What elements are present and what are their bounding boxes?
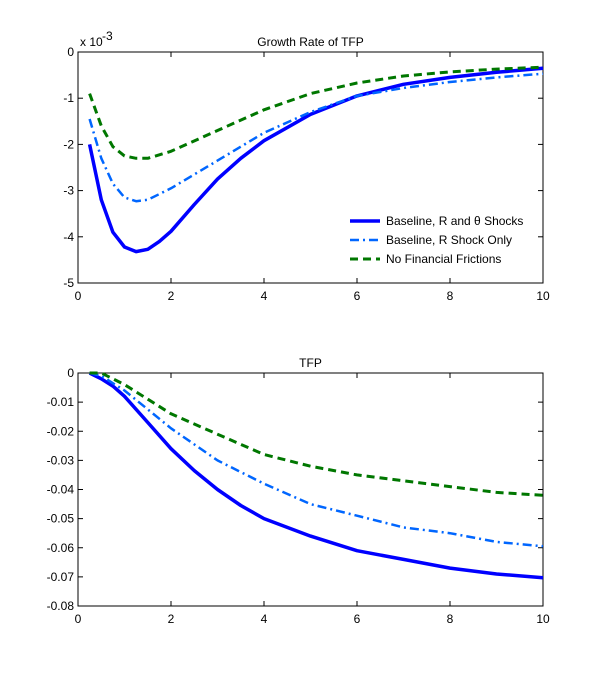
y-tick-label: -0.02 bbox=[47, 424, 75, 438]
x-tick-label: 4 bbox=[261, 612, 268, 626]
x-tick-label: 8 bbox=[447, 612, 454, 626]
y-tick-label: -2 bbox=[63, 137, 74, 151]
legend-label: Baseline, R Shock Only bbox=[386, 233, 512, 247]
legend: Baseline, R and θ Shocks Baseline, R Shoc… bbox=[350, 214, 523, 266]
y-tick-label: -0.03 bbox=[47, 453, 75, 467]
x-tick-label: 2 bbox=[168, 289, 175, 303]
legend-label: No Financial Frictions bbox=[386, 252, 501, 266]
x-tick-label: 6 bbox=[354, 289, 361, 303]
x-tick-label: 10 bbox=[536, 289, 550, 303]
x-tick-label: 10 bbox=[536, 612, 550, 626]
y-tick-label: -4 bbox=[63, 230, 74, 244]
y-tick-label: -0.07 bbox=[47, 570, 75, 584]
x-tick-label: 2 bbox=[168, 612, 175, 626]
y-multiplier-label: x 10 bbox=[80, 35, 103, 49]
y-tick-label: -0.04 bbox=[47, 483, 75, 497]
y-tick-label: 0 bbox=[67, 45, 74, 59]
y-tick-label: -0.05 bbox=[47, 512, 75, 526]
series-line-2 bbox=[89, 371, 544, 548]
series-line-3 bbox=[88, 65, 544, 160]
series-line-3 bbox=[89, 371, 544, 497]
y-tick-label: 0 bbox=[67, 366, 74, 380]
series-line-1 bbox=[87, 66, 544, 254]
y-tick-label: -0.06 bbox=[47, 541, 75, 555]
legend-label: Baseline, R and θ Shocks bbox=[386, 214, 523, 228]
subplot-1: 0 2 4 6 8 10 0 -1 -2 -3 -4 -5 Growth Rate of TFP x 10… bbox=[63, 29, 550, 303]
x-tick-label: 6 bbox=[354, 612, 361, 626]
x-tick-label: 0 bbox=[75, 612, 82, 626]
chart-title: TFP bbox=[299, 356, 322, 370]
x-tick-label: 4 bbox=[261, 289, 268, 303]
series-line-1 bbox=[88, 371, 544, 580]
x-tick-label: 0 bbox=[75, 289, 82, 303]
y-tick-label: -1 bbox=[63, 91, 74, 105]
y-tick-label: -3 bbox=[63, 184, 74, 198]
y-tick-label: -5 bbox=[63, 276, 74, 290]
chart-title: Growth Rate of TFP bbox=[257, 35, 363, 49]
series-line-2 bbox=[88, 72, 544, 203]
y-tick-label: -0.01 bbox=[47, 395, 75, 409]
y-multiplier-exponent: -3 bbox=[102, 29, 113, 43]
subplot-2: 0 2 4 6 8 10 0 -0.01 -0.02 -0.03 -0.04 -0.05 -0.06 -0… bbox=[47, 356, 550, 626]
x-tick-label: 8 bbox=[447, 289, 454, 303]
axes-box bbox=[77, 372, 544, 607]
y-tick-label: -0.08 bbox=[47, 599, 75, 613]
